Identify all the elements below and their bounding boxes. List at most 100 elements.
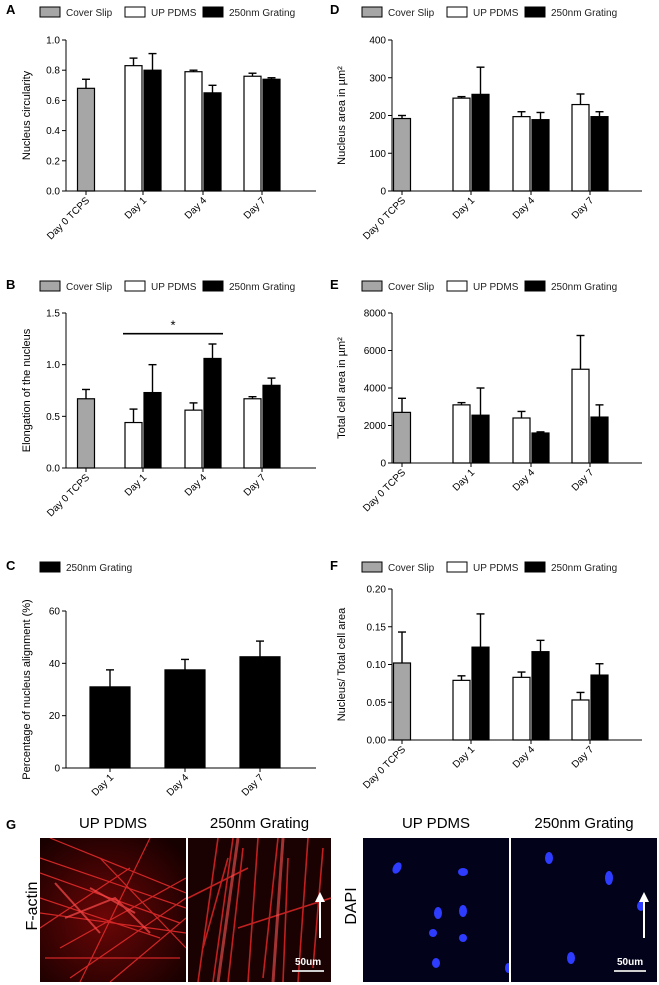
bar bbox=[203, 357, 222, 469]
significance-marker: * bbox=[170, 318, 175, 333]
x-tick-label: Day 7 bbox=[240, 772, 267, 799]
x-tick-label: Day 0 TCPS bbox=[361, 195, 408, 242]
legend: Cover Slip UP PDMS 250nm Grating bbox=[361, 561, 617, 574]
bar bbox=[243, 75, 262, 192]
bar bbox=[452, 404, 471, 464]
legend-label-0: Cover Slip bbox=[388, 8, 435, 19]
bar bbox=[143, 69, 162, 192]
dapi-scale-label: 50um bbox=[617, 957, 644, 968]
bar bbox=[239, 656, 281, 769]
legend-label-2: 250nm Grating bbox=[229, 8, 295, 19]
bar bbox=[590, 416, 609, 464]
y-tick-label: 0.10 bbox=[367, 660, 387, 671]
bar bbox=[76, 398, 96, 469]
bar bbox=[89, 686, 131, 769]
x-tick-label: Day 7 bbox=[570, 744, 597, 771]
factin-fibers-uppdms bbox=[40, 838, 186, 982]
legend-swatch-0 bbox=[361, 561, 383, 573]
bar bbox=[203, 92, 222, 192]
y-tick-label: 2000 bbox=[364, 421, 387, 432]
bar bbox=[262, 384, 281, 469]
bar bbox=[392, 117, 412, 192]
y-tick-label: 40 bbox=[49, 659, 61, 670]
x-tick-label: Day 1 bbox=[451, 467, 478, 494]
legend-label-1: UP PDMS bbox=[473, 282, 519, 293]
factin-scale-label: 50um bbox=[295, 957, 322, 968]
bar bbox=[184, 409, 203, 469]
dapi-side-label: DAPI bbox=[343, 887, 360, 925]
chart-panel-a: A Cover Slip UP PDMS 250nm Grating 0.0 0.2 0.4… bbox=[6, 2, 316, 242]
panel-label-f: F bbox=[330, 558, 338, 573]
legend: Cover Slip UP PDMS 250nm Grating bbox=[39, 280, 295, 293]
bar bbox=[184, 71, 203, 192]
bar bbox=[124, 65, 143, 192]
legend-swatch-0 bbox=[39, 561, 61, 573]
legend-label-2: 250nm Grating bbox=[551, 563, 617, 574]
legend-swatch-0 bbox=[361, 280, 383, 292]
legend: Cover Slip UP PDMS 250nm Grating bbox=[39, 6, 295, 19]
panel-label-a: A bbox=[6, 2, 16, 17]
bar bbox=[124, 421, 143, 469]
bar bbox=[571, 368, 590, 464]
y-tick-label: 60 bbox=[49, 607, 61, 618]
legend-swatch-1 bbox=[446, 561, 468, 573]
legend-label-2: 250nm Grating bbox=[229, 282, 295, 293]
y-tick-label: 1.0 bbox=[46, 36, 60, 47]
factin-scale-bar bbox=[292, 970, 324, 972]
legend: 250nm Grating bbox=[39, 561, 132, 574]
x-tick-label: Day 7 bbox=[242, 472, 269, 499]
bar bbox=[531, 432, 550, 464]
bar bbox=[471, 646, 490, 741]
bar bbox=[571, 103, 590, 192]
y-axis-label: Total cell area in µm² bbox=[336, 337, 348, 439]
legend-label-0: Cover Slip bbox=[388, 563, 435, 574]
x-tick-label: Day 4 bbox=[511, 195, 538, 222]
bar bbox=[392, 662, 412, 741]
legend-swatch-2 bbox=[524, 6, 546, 18]
legend-label-2: 250nm Grating bbox=[551, 8, 617, 19]
x-tick-label: Day 4 bbox=[511, 744, 538, 771]
y-tick-label: 0.00 bbox=[367, 736, 387, 747]
x-tick-label: Day 1 bbox=[123, 195, 150, 222]
bar bbox=[471, 414, 490, 464]
panel-g-label: G bbox=[6, 817, 17, 832]
legend-swatch-1 bbox=[446, 280, 468, 292]
x-tick-label: Day 4 bbox=[165, 772, 192, 799]
legend-swatch-2 bbox=[202, 280, 224, 292]
x-tick-label: Day 0 TCPS bbox=[45, 195, 92, 242]
x-tick-label: Day 1 bbox=[451, 195, 478, 222]
y-tick-label: 200 bbox=[369, 111, 386, 122]
chart-panel-b: B Cover Slip UP PDMS 250nm Grating 0.0 0.5 1.0… bbox=[6, 277, 316, 519]
bar bbox=[471, 93, 490, 192]
y-tick-label: 1.0 bbox=[46, 360, 60, 371]
legend-swatch-0 bbox=[39, 280, 61, 292]
y-tick-label: 1.5 bbox=[46, 309, 60, 320]
y-tick-label: 8000 bbox=[364, 309, 387, 320]
x-tick-label: Day 0 TCPS bbox=[361, 467, 408, 514]
bar bbox=[512, 417, 531, 464]
chart-panel-e: E Cover Slip UP PDMS 250nm Grating 0 2000 4000… bbox=[330, 277, 642, 514]
y-tick-label: 6000 bbox=[364, 346, 387, 357]
factin-title-grating: 250nm Grating bbox=[209, 815, 310, 832]
factin-fibers-grating bbox=[188, 838, 331, 982]
bar bbox=[531, 119, 550, 192]
bar bbox=[452, 679, 471, 741]
bar bbox=[512, 676, 531, 741]
bar bbox=[571, 699, 590, 741]
y-tick-label: 0.8 bbox=[46, 66, 60, 77]
y-axis-label: Elongation of the nucleus bbox=[21, 328, 33, 452]
bar bbox=[143, 391, 162, 469]
bar bbox=[531, 651, 550, 741]
legend-label-0: Cover Slip bbox=[66, 282, 113, 293]
dapi-title-uppdms: UP PDMS bbox=[401, 815, 471, 832]
dapi-title-grating: 250nm Grating bbox=[534, 815, 634, 832]
dapi-image-grating bbox=[511, 838, 657, 982]
legend-label-0: Cover Slip bbox=[66, 8, 113, 19]
y-tick-label: 300 bbox=[369, 73, 386, 84]
y-tick-label: 400 bbox=[369, 36, 386, 47]
y-tick-label: 0.4 bbox=[46, 126, 60, 137]
y-tick-label: 0.20 bbox=[367, 585, 387, 596]
bar bbox=[590, 116, 609, 192]
y-tick-label: 0.0 bbox=[46, 464, 60, 475]
bar bbox=[262, 78, 281, 192]
